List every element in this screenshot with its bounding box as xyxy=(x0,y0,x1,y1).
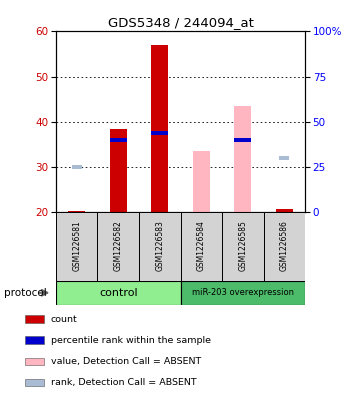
Bar xyxy=(25,315,44,323)
Bar xyxy=(56,281,180,305)
Bar xyxy=(152,131,168,135)
Bar xyxy=(235,138,251,142)
Text: protocol: protocol xyxy=(4,288,46,298)
Text: GSM1226582: GSM1226582 xyxy=(114,220,123,271)
Title: GDS5348 / 244094_at: GDS5348 / 244094_at xyxy=(108,16,253,29)
Bar xyxy=(180,281,305,305)
Bar xyxy=(279,156,290,160)
Bar xyxy=(139,212,180,281)
Bar xyxy=(193,211,209,212)
Bar xyxy=(276,209,293,212)
Text: GSM1226586: GSM1226586 xyxy=(280,220,289,271)
Text: miR-203 overexpression: miR-203 overexpression xyxy=(192,288,294,297)
Text: percentile rank within the sample: percentile rank within the sample xyxy=(51,336,211,345)
Bar xyxy=(71,165,82,169)
Bar xyxy=(193,151,209,212)
Bar xyxy=(25,378,44,386)
Bar xyxy=(222,212,264,281)
Text: value, Detection Call = ABSENT: value, Detection Call = ABSENT xyxy=(51,357,201,366)
Bar xyxy=(180,212,222,281)
Bar xyxy=(110,129,127,212)
Bar xyxy=(110,138,127,142)
Bar xyxy=(235,106,251,212)
Text: GSM1226585: GSM1226585 xyxy=(238,220,247,271)
Bar xyxy=(264,212,305,281)
Text: GSM1226583: GSM1226583 xyxy=(155,220,164,271)
Bar xyxy=(56,212,97,281)
Bar xyxy=(152,45,168,212)
Bar xyxy=(25,336,44,344)
Text: control: control xyxy=(99,288,138,298)
Text: GSM1226584: GSM1226584 xyxy=(197,220,206,271)
Text: count: count xyxy=(51,314,78,323)
Bar xyxy=(25,358,44,365)
Text: rank, Detection Call = ABSENT: rank, Detection Call = ABSENT xyxy=(51,378,196,387)
Bar xyxy=(69,211,85,212)
Text: GSM1226581: GSM1226581 xyxy=(72,220,81,271)
Bar xyxy=(97,212,139,281)
